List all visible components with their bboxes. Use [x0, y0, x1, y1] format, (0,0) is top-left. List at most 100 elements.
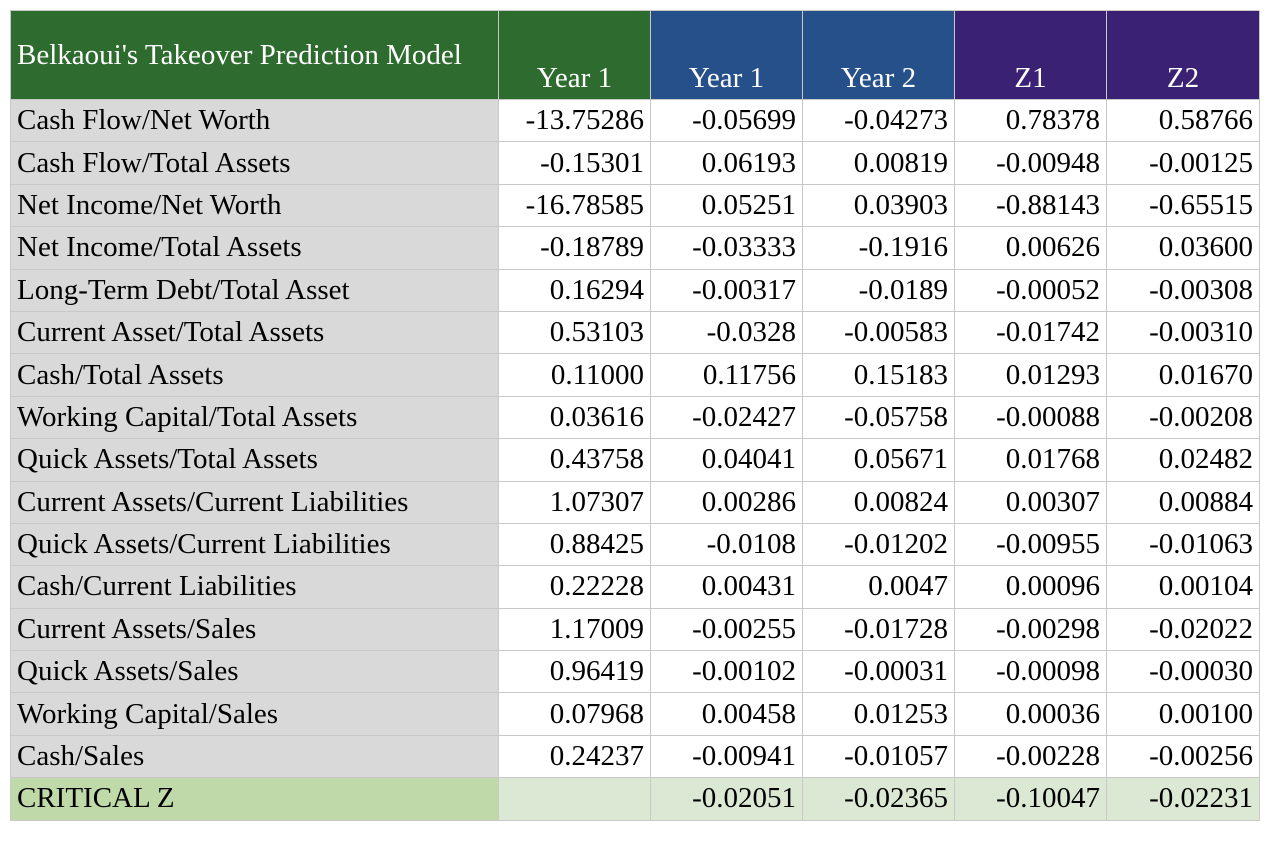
value-cell[interactable]: 0.01253 [802, 692, 955, 736]
value-cell[interactable]: 0.06193 [650, 141, 803, 185]
row-label[interactable]: Quick Assets/Total Assets [10, 438, 499, 482]
value-cell[interactable]: 0.01670 [1106, 353, 1260, 397]
value-cell[interactable]: 0.11756 [650, 353, 803, 397]
value-cell[interactable]: 0.00100 [1106, 692, 1260, 736]
value-cell[interactable]: -0.01202 [802, 522, 955, 567]
value-cell[interactable]: 0.07968 [498, 692, 651, 736]
value-cell[interactable]: 0.00458 [650, 692, 803, 736]
header-z2[interactable]: Z2 [1106, 10, 1260, 100]
value-cell[interactable]: 0.96419 [498, 650, 651, 694]
row-label[interactable]: Cash Flow/Total Assets [10, 141, 499, 185]
value-cell[interactable]: -0.01057 [802, 734, 955, 779]
critical-z-cell[interactable]: -0.02051 [650, 777, 803, 821]
row-label[interactable]: Current Asset/Total Assets [10, 310, 499, 355]
value-cell[interactable]: 0.53103 [498, 310, 651, 355]
value-cell[interactable]: -13.75286 [498, 98, 651, 143]
critical-z-cell[interactable]: -0.02365 [802, 777, 955, 821]
value-cell[interactable]: 0.00286 [650, 480, 803, 524]
row-label[interactable]: Net Income/Net Worth [10, 183, 499, 228]
value-cell[interactable]: -0.03333 [650, 226, 803, 270]
value-cell[interactable]: 0.15183 [802, 353, 955, 397]
row-label[interactable]: Current Assets/Current Liabilities [10, 480, 499, 524]
table-title[interactable]: Belkaoui's Takeover Prediction Model [10, 10, 499, 100]
value-cell[interactable]: -0.0108 [650, 522, 803, 567]
value-cell[interactable]: 0.00431 [650, 565, 803, 609]
value-cell[interactable]: 0.22228 [498, 565, 651, 609]
row-label[interactable]: Long-Term Debt/Total Asset [10, 268, 499, 312]
value-cell[interactable]: -0.00052 [954, 268, 1107, 312]
value-cell[interactable]: 0.00096 [954, 565, 1107, 609]
value-cell[interactable]: 0.0047 [802, 565, 955, 609]
value-cell[interactable]: -0.00102 [650, 650, 803, 694]
row-label[interactable]: Cash/Current Liabilities [10, 565, 499, 609]
row-label[interactable]: Current Assets/Sales [10, 607, 499, 652]
critical-z-cell[interactable] [498, 777, 651, 821]
critical-z-cell[interactable]: -0.02231 [1106, 777, 1260, 821]
value-cell[interactable]: -0.04273 [802, 98, 955, 143]
row-label[interactable]: Quick Assets/Sales [10, 650, 499, 694]
header-z1[interactable]: Z1 [954, 10, 1107, 100]
row-label[interactable]: Cash/Total Assets [10, 353, 499, 397]
value-cell[interactable]: -0.65515 [1106, 183, 1260, 228]
value-cell[interactable]: -0.00098 [954, 650, 1107, 694]
value-cell[interactable]: -0.00317 [650, 268, 803, 312]
value-cell[interactable]: -0.00941 [650, 734, 803, 779]
value-cell[interactable]: 0.03903 [802, 183, 955, 228]
value-cell[interactable]: 0.58766 [1106, 98, 1260, 143]
value-cell[interactable]: -0.00255 [650, 607, 803, 652]
value-cell[interactable]: -0.00088 [954, 395, 1107, 440]
value-cell[interactable]: -0.00208 [1106, 395, 1260, 440]
value-cell[interactable]: 0.11000 [498, 353, 651, 397]
value-cell[interactable]: 0.05251 [650, 183, 803, 228]
critical-z-label[interactable]: CRITICAL Z [10, 777, 499, 821]
value-cell[interactable]: 0.02482 [1106, 438, 1260, 482]
row-label[interactable]: Working Capital/Total Assets [10, 395, 499, 440]
header-year-1-b[interactable]: Year 1 [650, 10, 803, 100]
value-cell[interactable]: 0.00824 [802, 480, 955, 524]
critical-z-cell[interactable]: -0.10047 [954, 777, 1107, 821]
value-cell[interactable]: -0.88143 [954, 183, 1107, 228]
value-cell[interactable]: -0.01063 [1106, 522, 1260, 567]
header-year-2[interactable]: Year 2 [802, 10, 955, 100]
value-cell[interactable]: -0.00298 [954, 607, 1107, 652]
value-cell[interactable]: 0.04041 [650, 438, 803, 482]
value-cell[interactable]: -0.00955 [954, 522, 1107, 567]
value-cell[interactable]: -0.01728 [802, 607, 955, 652]
value-cell[interactable]: -0.00031 [802, 650, 955, 694]
value-cell[interactable]: 0.24237 [498, 734, 651, 779]
value-cell[interactable]: -0.02427 [650, 395, 803, 440]
row-label[interactable]: Cash/Sales [10, 734, 499, 779]
value-cell[interactable]: 0.00819 [802, 141, 955, 185]
value-cell[interactable]: 0.00036 [954, 692, 1107, 736]
row-label[interactable]: Quick Assets/Current Liabilities [10, 522, 499, 567]
value-cell[interactable]: -0.00030 [1106, 650, 1260, 694]
value-cell[interactable]: -0.05758 [802, 395, 955, 440]
value-cell[interactable]: -0.05699 [650, 98, 803, 143]
value-cell[interactable]: -16.78585 [498, 183, 651, 228]
value-cell[interactable]: -0.00583 [802, 310, 955, 355]
value-cell[interactable]: 0.00307 [954, 480, 1107, 524]
value-cell[interactable]: 0.43758 [498, 438, 651, 482]
value-cell[interactable]: -0.0328 [650, 310, 803, 355]
row-label[interactable]: Working Capital/Sales [10, 692, 499, 736]
value-cell[interactable]: -0.0189 [802, 268, 955, 312]
value-cell[interactable]: 0.01768 [954, 438, 1107, 482]
value-cell[interactable]: -0.00125 [1106, 141, 1260, 185]
value-cell[interactable]: 0.00626 [954, 226, 1107, 270]
value-cell[interactable]: 0.78378 [954, 98, 1107, 143]
value-cell[interactable]: -0.02022 [1106, 607, 1260, 652]
value-cell[interactable]: -0.00228 [954, 734, 1107, 779]
value-cell[interactable]: 0.00104 [1106, 565, 1260, 609]
value-cell[interactable]: 1.07307 [498, 480, 651, 524]
value-cell[interactable]: 0.16294 [498, 268, 651, 312]
value-cell[interactable]: 0.03616 [498, 395, 651, 440]
value-cell[interactable]: -0.15301 [498, 141, 651, 185]
value-cell[interactable]: 1.17009 [498, 607, 651, 652]
value-cell[interactable]: -0.18789 [498, 226, 651, 270]
value-cell[interactable]: 0.88425 [498, 522, 651, 567]
value-cell[interactable]: 0.01293 [954, 353, 1107, 397]
value-cell[interactable]: 0.05671 [802, 438, 955, 482]
value-cell[interactable]: -0.00948 [954, 141, 1107, 185]
value-cell[interactable]: -0.1916 [802, 226, 955, 270]
value-cell[interactable]: 0.03600 [1106, 226, 1260, 270]
